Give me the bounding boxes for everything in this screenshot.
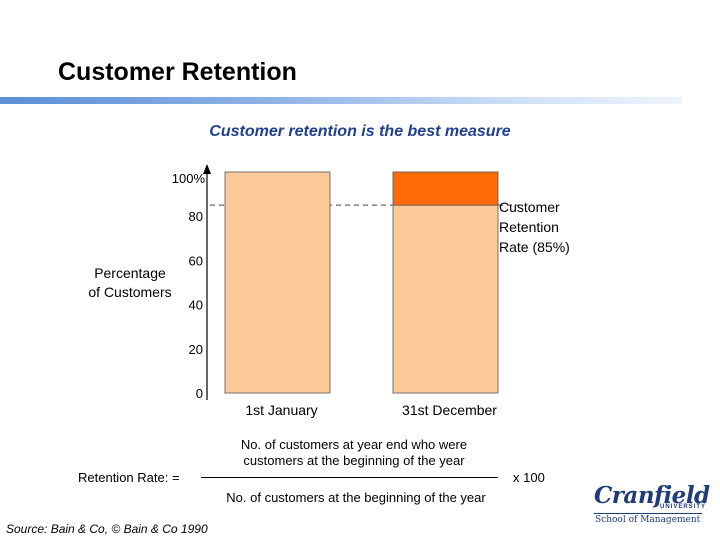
logo-university: UNIVERSITY: [660, 504, 707, 510]
logo-school: School of Management: [595, 515, 701, 525]
y-tick-label: 60: [189, 253, 203, 268]
y-axis-arrow: [203, 164, 211, 174]
y-tick-label: 40: [189, 298, 203, 313]
retention-rate-annotation-line: Retention: [499, 219, 559, 235]
fraction-bar: [201, 477, 498, 478]
retention-rate-annotation-line: Rate (85%): [499, 239, 570, 255]
bar-1-segment-1: [224, 171, 331, 394]
retention-rate-label: Retention Rate: =: [78, 470, 180, 485]
source-note: Source: Bain & Co, © Bain & Co 1990: [6, 522, 208, 536]
logo-rule: [594, 513, 702, 514]
chart-subtitle: Customer retention is the best measure: [209, 123, 511, 140]
bar-2-segment-2: [392, 171, 499, 206]
formula-multiplier: x 100: [513, 470, 545, 485]
numerator-line-1: No. of customers at year end who were: [240, 437, 468, 452]
y-axis-label-line: of Customers: [88, 284, 171, 300]
slide-title: Customer Retention: [58, 58, 297, 86]
title-underline: [0, 97, 682, 104]
cranfield-logo: Cranfield UNIVERSITY School of Managemen…: [594, 482, 710, 525]
x-tick-label: 1st January: [245, 402, 317, 418]
formula-numerator: No. of customers at year end who were cu…: [224, 437, 484, 469]
numerator-line-2: customers at the beginning of the year: [243, 453, 465, 468]
retention-rate-annotation-line: Customer: [499, 199, 560, 215]
y-tick-label: 20: [189, 342, 203, 357]
logo-name: Cranfield: [594, 482, 710, 509]
y-axis-label-line: Percentage: [94, 265, 166, 281]
y-tick-label: 80: [189, 209, 203, 224]
bar-2-segment-1: [392, 204, 499, 394]
x-tick-label: 31st December: [402, 402, 497, 418]
y-tick-label: 100%: [172, 171, 206, 186]
formula-denominator: No. of customers at the beginning of the…: [226, 490, 486, 505]
y-tick-label: 0: [196, 386, 203, 401]
